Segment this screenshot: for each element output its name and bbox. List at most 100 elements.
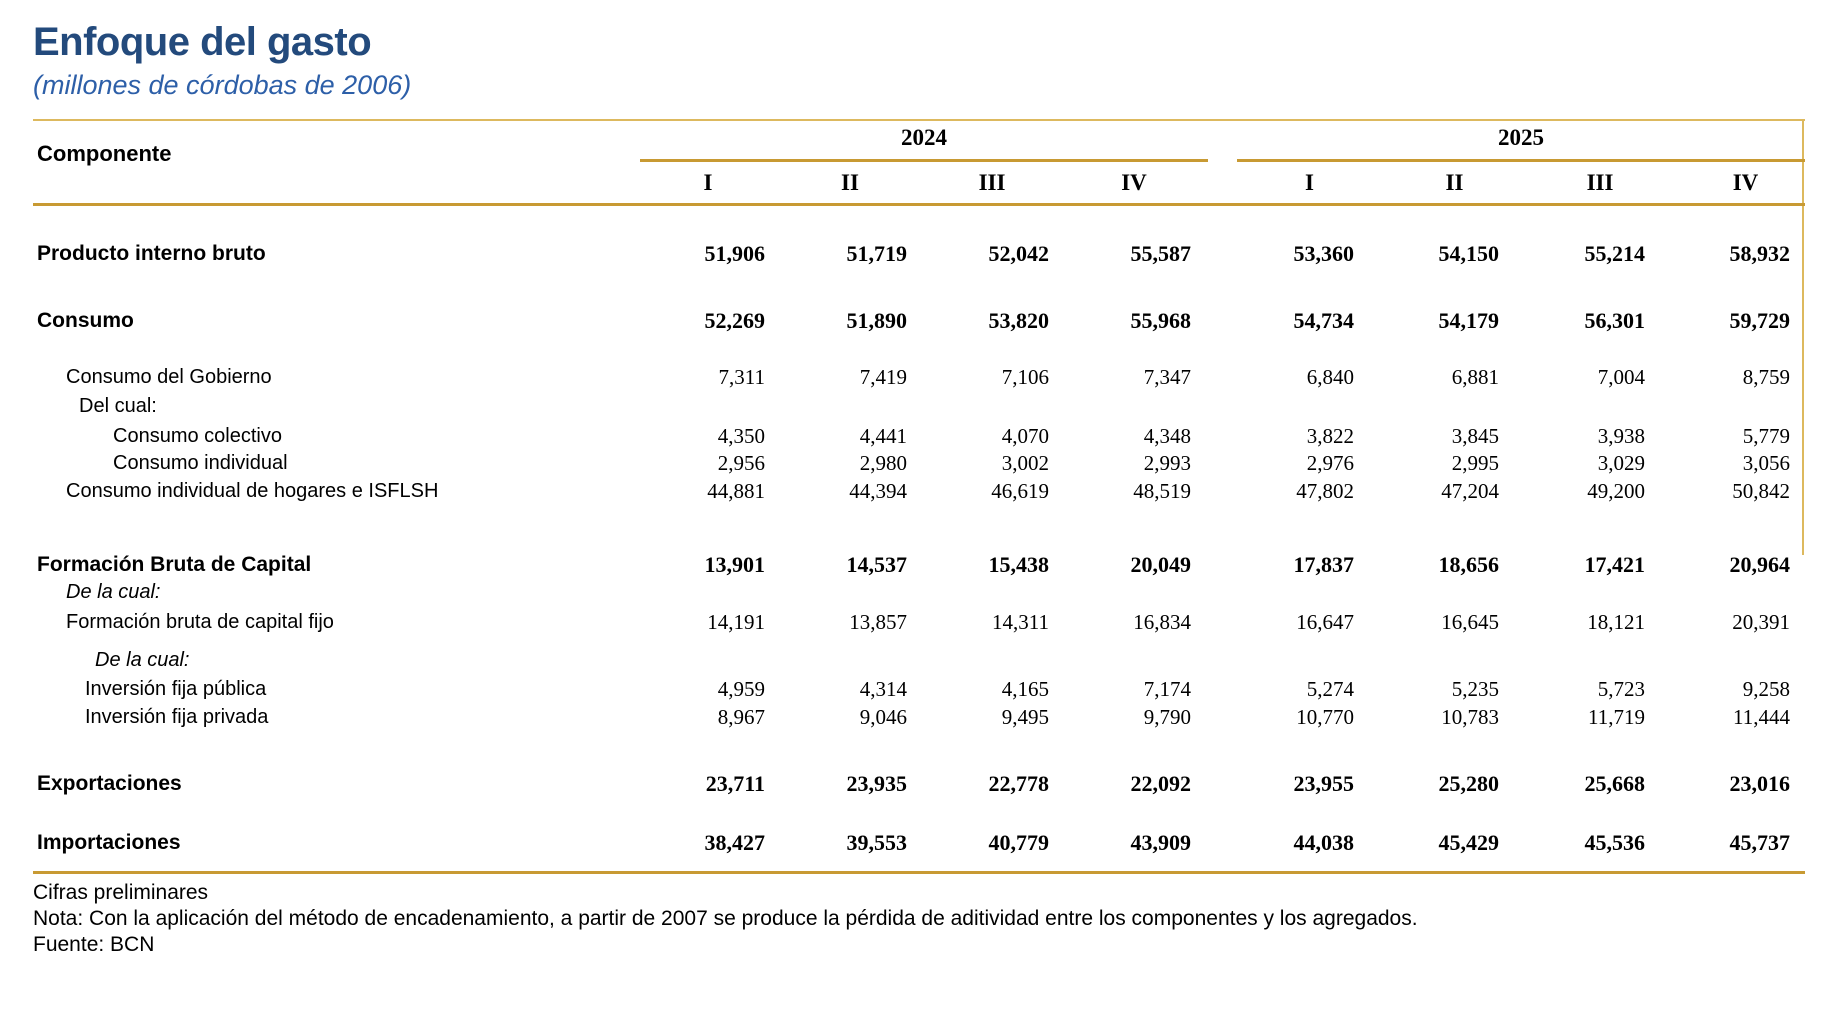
cell-value: 14,537	[846, 552, 908, 577]
cell-value: 45,536	[1584, 830, 1646, 855]
cell-value	[1354, 647, 1499, 674]
cell-value: 4,070	[1001, 424, 1049, 448]
cell-value	[907, 393, 1049, 420]
cell-value	[623, 579, 765, 606]
cell-value	[1049, 647, 1191, 674]
expenditure-table: Componente 2024 2025 I II III IV I II II…	[33, 0, 1805, 1022]
cell-value: 45,737	[1729, 830, 1791, 855]
table-row: Consumo individual 2,956 2,980 3,002 2,993 2,…	[33, 450, 1805, 477]
row-label: Producto interno bruto	[37, 242, 266, 265]
component-header: Componente	[37, 141, 172, 166]
cell-value: 5,723	[1597, 677, 1645, 701]
cell-value: 4,441	[859, 424, 907, 448]
table-row: De la cual:	[33, 647, 1805, 674]
footnote-note: Nota: Con la aplicación del método de en…	[33, 907, 1418, 930]
cell-value: 25,280	[1438, 771, 1500, 796]
cell-value: 51,906	[704, 241, 766, 266]
cell-value: 55,968	[1130, 308, 1192, 333]
cell-value	[1354, 393, 1499, 420]
cell-value: 11,444	[1733, 705, 1790, 729]
cell-value: 43,909	[1130, 830, 1192, 855]
cell-value: 40,779	[988, 830, 1050, 855]
cell-value: 5,779	[1742, 424, 1790, 448]
cell-value: 3,938	[1597, 424, 1645, 448]
cell-value: 11,719	[1588, 705, 1645, 729]
cell-value: 23,016	[1729, 771, 1791, 796]
cell-value	[1049, 393, 1191, 420]
cell-value	[623, 393, 765, 420]
table-row: Inversión fija pública 4,959 4,314 4,165 7,1…	[33, 676, 1805, 703]
cell-value: 13,901	[704, 552, 766, 577]
row-label: Formación Bruta de Capital	[37, 553, 312, 576]
cell-value: 2,980	[859, 451, 907, 475]
year-header-2024: 2024	[901, 125, 947, 150]
cell-value: 16,647	[1296, 610, 1354, 634]
cell-value: 55,587	[1130, 241, 1192, 266]
cell-value: 20,964	[1729, 552, 1791, 577]
cell-value: 16,645	[1441, 610, 1499, 634]
quarter-header: IV	[1732, 170, 1759, 195]
cell-value	[1209, 647, 1354, 674]
divider-top	[33, 119, 1805, 121]
table-row: Consumo 52,269 51,890 53,820 55,968 54,734 54,…	[33, 307, 1805, 334]
cell-value: 6,840	[1306, 365, 1354, 389]
cell-value	[1354, 579, 1499, 606]
cell-value	[1499, 647, 1645, 674]
cell-value: 3,002	[1001, 451, 1049, 475]
cell-value: 53,820	[988, 308, 1050, 333]
cell-value: 7,106	[1001, 365, 1049, 389]
cell-value: 7,347	[1143, 365, 1191, 389]
cell-value: 4,350	[717, 424, 765, 448]
cell-value: 8,759	[1742, 365, 1790, 389]
cell-value: 25,668	[1584, 771, 1646, 796]
cell-value: 6,881	[1451, 365, 1499, 389]
cell-value: 2,956	[717, 451, 765, 475]
cell-value: 4,348	[1143, 424, 1191, 448]
quarter-header: I	[703, 170, 713, 195]
cell-value: 2,993	[1143, 451, 1191, 475]
cell-value: 7,174	[1143, 677, 1191, 701]
cell-value	[1645, 393, 1790, 420]
page-subtitle: (millones de córdobas de 2006)	[33, 70, 412, 100]
cell-value: 46,619	[991, 479, 1049, 503]
cell-value: 44,038	[1293, 830, 1355, 855]
row-label: Inversión fija pública	[85, 678, 267, 700]
quarter-header: IV	[1121, 170, 1147, 195]
cell-value: 22,092	[1130, 771, 1192, 796]
cell-value: 7,311	[718, 365, 765, 389]
year-underline-2024	[640, 159, 1208, 162]
cell-value: 44,881	[707, 479, 765, 503]
cell-value: 38,427	[704, 830, 766, 855]
cell-value	[765, 393, 907, 420]
cell-value	[1499, 393, 1645, 420]
cell-value: 51,890	[846, 308, 908, 333]
cell-value: 7,004	[1597, 365, 1645, 389]
cell-value	[907, 579, 1049, 606]
cell-value	[1209, 579, 1354, 606]
cell-value: 14,191	[707, 610, 765, 634]
cell-value: 54,150	[1438, 241, 1500, 266]
cell-value: 9,046	[859, 705, 907, 729]
cell-value	[1499, 579, 1645, 606]
cell-value: 22,778	[988, 771, 1050, 796]
page-title: Enfoque del gasto	[33, 20, 372, 64]
cell-value: 9,258	[1742, 677, 1790, 701]
cell-value: 10,783	[1441, 705, 1499, 729]
table-body: Producto interno bruto 51,906 51,719 52,042…	[33, 206, 1805, 856]
cell-value: 52,042	[988, 241, 1050, 266]
row-label: Del cual:	[79, 395, 157, 417]
year-header-2025: 2025	[1498, 125, 1544, 150]
cell-value: 20,049	[1130, 552, 1192, 577]
cell-value: 23,935	[846, 771, 908, 796]
cell-value: 56,301	[1584, 308, 1646, 333]
cell-value: 9,495	[1001, 705, 1049, 729]
cell-value: 54,179	[1438, 308, 1500, 333]
cell-value: 4,314	[859, 677, 907, 701]
year-underline-2025	[1237, 159, 1805, 162]
footnotes: Cifras preliminares Nota: Con la aplicac…	[33, 880, 1418, 958]
cell-value: 53,360	[1293, 241, 1355, 266]
cell-value: 4,959	[717, 677, 765, 701]
cell-value: 4,165	[1001, 677, 1049, 701]
cell-value: 52,269	[704, 308, 766, 333]
cell-value: 2,976	[1306, 451, 1354, 475]
